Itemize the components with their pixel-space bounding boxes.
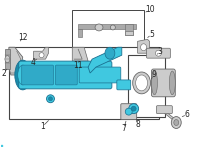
FancyBboxPatch shape xyxy=(9,47,159,119)
FancyBboxPatch shape xyxy=(55,65,77,85)
Text: 11: 11 xyxy=(73,61,83,70)
Polygon shape xyxy=(9,47,23,75)
Text: 12: 12 xyxy=(18,33,27,42)
Bar xyxy=(78,24,136,29)
Text: 6: 6 xyxy=(185,110,190,119)
FancyBboxPatch shape xyxy=(117,80,131,90)
Text: 7: 7 xyxy=(121,124,126,133)
Ellipse shape xyxy=(152,71,157,95)
Text: 2: 2 xyxy=(2,69,6,77)
Ellipse shape xyxy=(125,108,132,115)
FancyBboxPatch shape xyxy=(147,48,170,58)
FancyBboxPatch shape xyxy=(72,10,144,47)
FancyBboxPatch shape xyxy=(152,69,175,97)
Ellipse shape xyxy=(133,72,151,94)
Text: 1: 1 xyxy=(40,122,45,131)
Ellipse shape xyxy=(39,53,44,58)
Ellipse shape xyxy=(105,47,115,59)
Ellipse shape xyxy=(95,24,103,31)
Bar xyxy=(125,24,133,35)
Bar xyxy=(125,31,133,35)
Ellipse shape xyxy=(171,117,181,128)
Text: 10: 10 xyxy=(145,5,154,14)
Polygon shape xyxy=(88,47,122,73)
FancyBboxPatch shape xyxy=(128,55,165,117)
Polygon shape xyxy=(72,47,88,61)
Ellipse shape xyxy=(136,75,148,91)
Text: 8: 8 xyxy=(135,120,140,129)
FancyBboxPatch shape xyxy=(19,61,112,89)
Polygon shape xyxy=(138,39,150,53)
Text: 3: 3 xyxy=(157,47,162,56)
Ellipse shape xyxy=(18,65,28,85)
Ellipse shape xyxy=(15,60,31,90)
Bar xyxy=(78,29,82,37)
Ellipse shape xyxy=(141,44,147,51)
FancyBboxPatch shape xyxy=(156,106,172,114)
Text: 9: 9 xyxy=(151,70,156,80)
Text: 5: 5 xyxy=(149,30,154,39)
FancyBboxPatch shape xyxy=(121,104,137,120)
Ellipse shape xyxy=(131,106,136,111)
Ellipse shape xyxy=(169,71,175,95)
Ellipse shape xyxy=(110,25,115,30)
Ellipse shape xyxy=(129,104,139,114)
Text: 4: 4 xyxy=(30,58,35,67)
Ellipse shape xyxy=(155,50,161,56)
Ellipse shape xyxy=(5,56,10,63)
Bar xyxy=(5,49,10,69)
FancyBboxPatch shape xyxy=(79,67,121,83)
Ellipse shape xyxy=(174,120,179,126)
FancyBboxPatch shape xyxy=(22,65,53,85)
Ellipse shape xyxy=(47,95,54,103)
Polygon shape xyxy=(34,47,48,59)
Ellipse shape xyxy=(48,97,52,101)
